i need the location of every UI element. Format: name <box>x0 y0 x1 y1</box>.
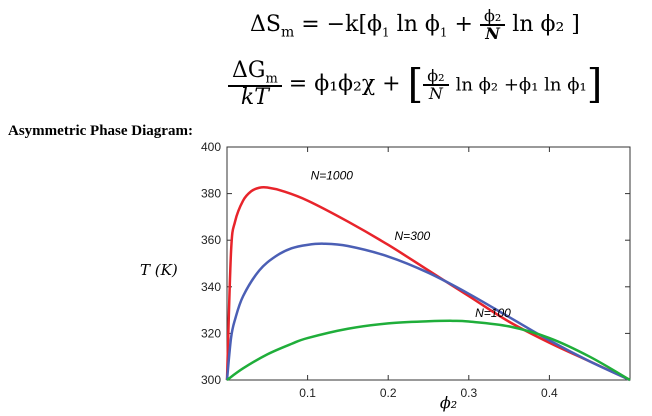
entropy-fraction-numerator: ϕ₂ <box>479 8 506 26</box>
entropy-rhs-c: + <box>454 12 473 37</box>
entropy-lhs-subscript: m <box>280 24 295 41</box>
y-tick-label: 380 <box>201 187 221 201</box>
gibbs-fraction-numerator: ϕ₂ <box>423 67 449 86</box>
gibbs-num-text: ΔG <box>232 58 266 83</box>
entropy-rhs-a: = −k[ϕ <box>301 12 383 37</box>
gibbs-num-subscript: m <box>265 71 278 87</box>
section-heading: Asymmetric Phase Diagram: <box>8 123 193 139</box>
curves <box>225 185 631 382</box>
entropy-rhs-d: ln ϕ₂ ] <box>512 12 580 37</box>
gibbs-fraction: ϕ₂ N <box>423 67 449 103</box>
gibbs-lhs-fraction: ΔGm kT <box>228 60 282 109</box>
entropy-equation: ΔSm = −k[ϕ1 ln ϕ1 + ϕ₂ N ln ϕ₂ ] <box>250 6 580 43</box>
curve-n-1000 <box>225 185 631 382</box>
gibbs-rhs-a: = ϕ₁ϕ₂χ + <box>288 71 401 97</box>
gibbs-rhs-b: ln ϕ₂ +ϕ₁ ln ϕ₁ <box>455 74 587 96</box>
curve-n-100 <box>226 319 631 382</box>
y-tick-label: 340 <box>201 280 221 294</box>
y-tick-label: 400 <box>201 140 221 154</box>
y-tick-label: 360 <box>201 233 221 247</box>
x-tick-label: 0.3 <box>460 386 477 400</box>
y-tick-label: 320 <box>201 326 221 340</box>
entropy-fraction: ϕ₂ N <box>479 8 506 43</box>
gibbs-fraction-denominator: N <box>428 83 443 103</box>
entropy-lhs: ΔS <box>250 12 281 37</box>
gibbs-equation: ΔGm kT = ϕ₁ϕ₂χ + [ ϕ₂ N ln ϕ₂ +ϕ₁ ln ϕ₁] <box>228 60 602 109</box>
y-axis-label: T (K) <box>140 261 178 279</box>
x-tick-label: 0.4 <box>541 386 558 400</box>
curve-n-300 <box>225 242 631 382</box>
x-axis-label: ϕ₂ <box>440 393 457 412</box>
axis-ticks: 0.1 0.2 0.3 0.4 300 320 340 360 380 400 <box>201 140 630 400</box>
y-tick-label: 300 <box>201 373 221 387</box>
curve-labels: N=1000 N=300 N=100 <box>311 169 512 320</box>
x-tick-label: 0.2 <box>380 386 397 400</box>
x-tick-label: 0.1 <box>299 386 316 400</box>
curve-label-n-1000: N=1000 <box>311 169 354 183</box>
entropy-fraction-denominator: N <box>485 24 500 43</box>
curve-label-n-100: N=100 <box>475 306 511 320</box>
gibbs-lhs-denominator: kT <box>240 85 269 111</box>
plot-frame <box>226 146 631 381</box>
entropy-rhs-b: ln ϕ <box>396 12 440 37</box>
curve-label-n-300: N=300 <box>395 229 431 243</box>
gibbs-lhs-numerator: ΔGm <box>228 58 282 88</box>
